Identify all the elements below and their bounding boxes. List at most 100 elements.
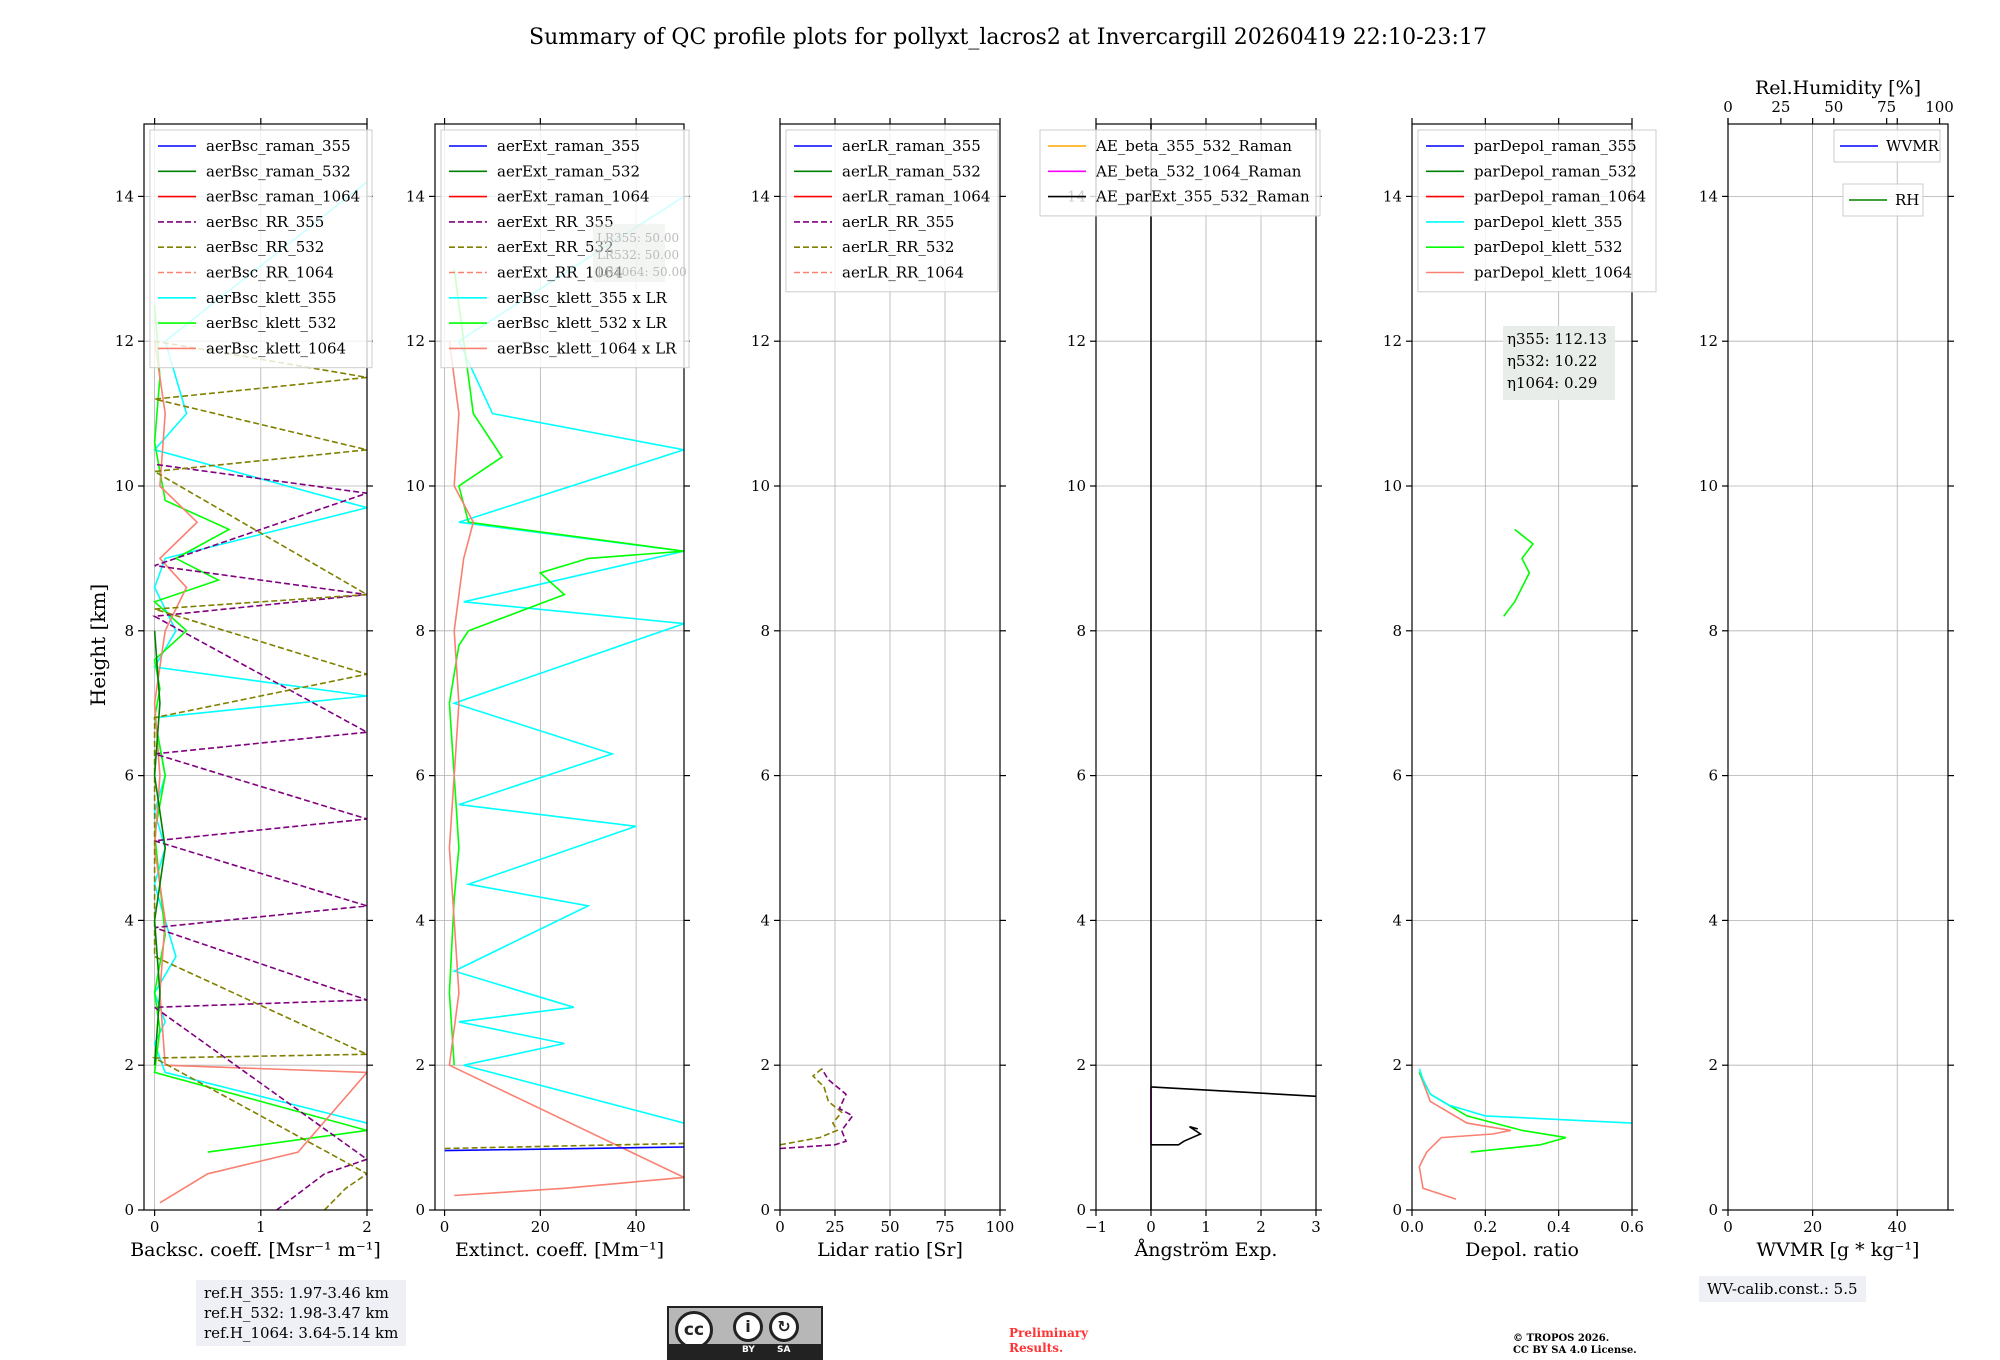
legend-label: parDepol_raman_532 <box>1474 162 1637 180</box>
annotation-line: η1064: 0.29 <box>1507 374 1597 392</box>
preliminary-results-note: Preliminary Results. <box>1009 1326 1088 1356</box>
series-line-aerbsc-klett-532-x-lr <box>448 268 684 1066</box>
x-axis-label: Backsc. coeff. [Msr⁻¹ m⁻¹] <box>130 1239 381 1261</box>
panel-series <box>1150 124 1316 1210</box>
preliminary-line-2: Results. <box>1009 1341 1064 1355</box>
legend-label: aerBsc_RR_355 <box>206 213 324 231</box>
series-line-aerbsc-klett-1064 <box>153 341 367 1204</box>
wv-calib-box: WV-calib.const.: 5.5 <box>1699 1276 1866 1302</box>
x-tick-label: 2 <box>1256 1218 1266 1236</box>
y-tick-label: 12 <box>1383 332 1402 350</box>
panel-grid <box>1727 124 1948 1211</box>
preliminary-line-1: Preliminary <box>1009 1326 1089 1340</box>
y-tick-label: 2 <box>124 1056 134 1074</box>
y-tick-label: 6 <box>1392 767 1402 785</box>
legend-label: aerLR_RR_355 <box>842 213 954 231</box>
x-tick-label: 0.6 <box>1620 1218 1644 1236</box>
x-tick-label: 0 <box>1146 1218 1156 1236</box>
by-person-icon: i <box>733 1312 763 1342</box>
y-tick-label: 10 <box>406 477 425 495</box>
y-tick-label: 4 <box>1708 911 1718 929</box>
y-tick-label: 4 <box>124 911 134 929</box>
x2-tick-label: 50 <box>1824 98 1843 116</box>
panel-series <box>444 195 684 1197</box>
y-tick-label: 12 <box>406 332 425 350</box>
y-tick-label: 6 <box>760 767 770 785</box>
y-tick-label: 4 <box>1392 911 1402 929</box>
series-line-aerlr-rr-355 <box>780 1068 854 1150</box>
lr-annotation: LR355: 50.00 LR532: 50.00 LR1064: 50.00 <box>593 224 687 282</box>
x-tick-label: 0.2 <box>1473 1218 1497 1236</box>
legend-label: aerBsc_klett_1064 <box>206 339 346 357</box>
panel-frame <box>1411 123 1633 1211</box>
x-tick-label: 25 <box>825 1218 844 1236</box>
legend-label: WVMR <box>1886 137 1940 155</box>
legend: parDepol_raman_355 parDepol_raman_532 parD… <box>1417 129 1657 293</box>
legend-label: aerBsc_klett_1064 x LR <box>497 339 677 357</box>
y-tick-label: 2 <box>1392 1056 1402 1074</box>
y-tick-label: 8 <box>1076 622 1086 640</box>
legend: aerBsc_raman_355 aerBsc_raman_532 aerBsc_r… <box>149 129 373 369</box>
y-tick-label: 0 <box>760 1201 770 1219</box>
y-tick-label: 12 <box>1067 332 1086 350</box>
legend: aerLR_raman_355 aerLR_raman_532 aerLR_rama… <box>785 129 999 293</box>
legend-label: AE_parExt_355_532_Raman <box>1095 188 1310 206</box>
legend-label: aerExt_raman_1064 <box>497 188 650 206</box>
legend-wvmr: WVMR <box>1833 129 1941 163</box>
panel-5: 0 2 4 6 8 10 12 14 0.0 0.2 0.4 0.6 Depol. ratio parDe… <box>1383 118 1657 1261</box>
legend-label: aerExt_RR_1064 <box>497 264 623 282</box>
panel-series <box>151 181 367 1210</box>
series-line-aerext-raman-355 <box>444 1146 684 1152</box>
series-line-pardepol-klett-1064 <box>1418 1072 1512 1200</box>
copyright-note: © TROPOS 2026. CC BY SA 4.0 License. <box>1513 1333 1637 1357</box>
annotation-line: LR1064: 50.00 <box>597 265 687 279</box>
series-line-pardepol-klett-355 <box>1418 1068 1632 1124</box>
panels: 0 2 4 6 8 10 12 14 0 1 2 Backsc. coeff. [Msr⁻¹ m⁻¹]… <box>115 77 1954 1261</box>
legend-label: aerBsc_klett_355 <box>206 289 337 307</box>
y-tick-label: 4 <box>415 911 425 929</box>
eta-annotation: η355: 112.13 η532: 10.22 η1064: 0.29 <box>1503 326 1615 400</box>
series-line-ae-parext-355-532-raman-c <box>1151 1125 1203 1146</box>
y-tick-label: 0 <box>1392 1201 1402 1219</box>
y-tick-label: 2 <box>1708 1056 1718 1074</box>
legend: aerExt_raman_355 aerExt_raman_532 aerExt_r… <box>440 129 690 369</box>
y-tick-label: 0 <box>415 1201 425 1219</box>
x-tick-label: 20 <box>1803 1218 1822 1236</box>
x-tick-label: 75 <box>935 1218 954 1236</box>
series-line-aerext-rr-532 <box>444 1142 684 1150</box>
series-line-ae-parext-355-532-raman-b <box>1150 1086 1316 1098</box>
y-tick-label: 0 <box>1076 1201 1086 1219</box>
ref-h-355: ref.H_355: 1.97-3.46 km <box>204 1284 389 1302</box>
y-tick-label: 6 <box>1076 767 1086 785</box>
x-tick-label: 0 <box>1723 1218 1733 1236</box>
legend-label: aerLR_RR_1064 <box>842 264 964 282</box>
y-tick-label: 10 <box>1067 477 1086 495</box>
sa-share-alike-icon: ↻ <box>769 1312 799 1342</box>
y-tick-label: 14 <box>1383 187 1402 205</box>
legend-label: aerExt_raman_355 <box>497 137 640 155</box>
panel-frame <box>1727 123 1949 1211</box>
legend-rh: RH <box>1842 183 1924 217</box>
y-tick-label: 10 <box>751 477 770 495</box>
cc-by-sa-license-icon: cc i ↻ BY SA <box>667 1306 823 1360</box>
x-tick-label: 0 <box>775 1218 785 1236</box>
y-tick-label: 12 <box>115 332 134 350</box>
legend-label: parDepol_raman_355 <box>1474 137 1637 155</box>
series-line-aerlr-rr-532 <box>780 1068 843 1146</box>
annotation-line: η355: 112.13 <box>1507 330 1607 348</box>
y-tick-label: 6 <box>415 767 425 785</box>
legend-label: aerLR_raman_1064 <box>842 188 990 206</box>
y-tick-label: 2 <box>415 1056 425 1074</box>
y-tick-label: 0 <box>1708 1201 1718 1219</box>
y-tick-label: 12 <box>751 332 770 350</box>
cc-by-label: BY <box>742 1345 755 1355</box>
x2-tick-label: 25 <box>1771 98 1790 116</box>
cc-badge-labels: BY SA <box>669 1344 821 1358</box>
y-tick-label: 2 <box>760 1056 770 1074</box>
legend-label: aerExt_RR_355 <box>497 213 614 231</box>
legend-label: aerBsc_raman_355 <box>206 137 351 155</box>
panel-6: 0 2 4 6 8 10 12 14 0 20 40 WVMR [g * kg⁻¹] 0 25 50 75 10… <box>1699 77 1954 1261</box>
y-tick-label: 8 <box>415 622 425 640</box>
panel-series <box>1418 528 1632 1200</box>
